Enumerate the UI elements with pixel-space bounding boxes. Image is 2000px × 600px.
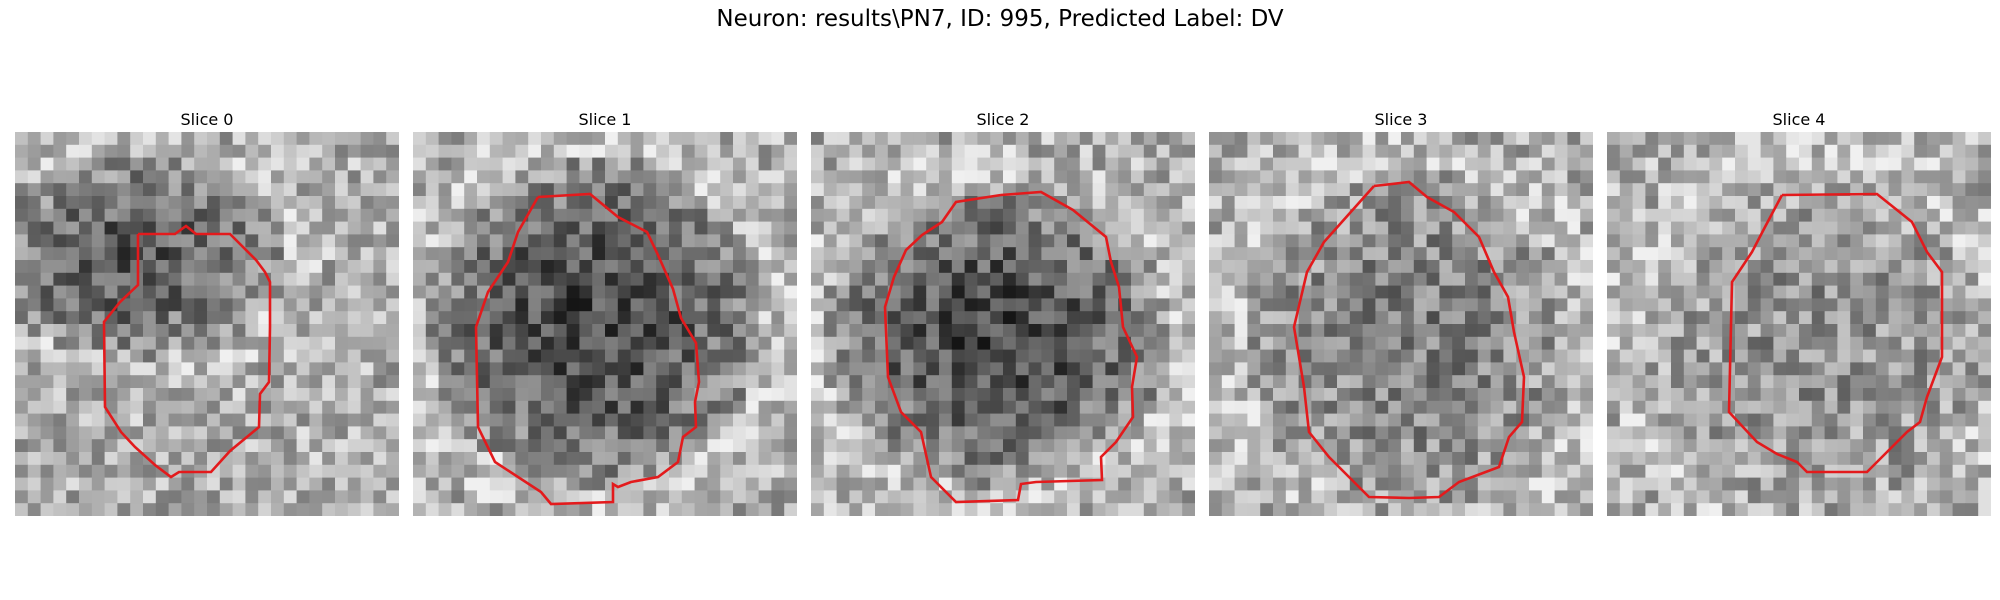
slice-title-4: Slice 4 [1772, 110, 1826, 129]
slice-image-4 [1607, 132, 1991, 516]
slice-title-1: Slice 1 [578, 110, 632, 129]
slice-image-1 [413, 132, 797, 516]
contour-3 [1292, 180, 1526, 500]
figure-title: Neuron: results\PN7, ID: 995, Predicted … [716, 6, 1284, 32]
slice-panel-3: Slice 3 [1209, 108, 1593, 516]
contour-0 [102, 224, 272, 479]
slice-image-0 [15, 132, 399, 516]
slice-image-3 [1209, 132, 1593, 516]
slice-pixel-texture [1209, 132, 1593, 516]
contour-2 [883, 190, 1139, 504]
slice-panel-1: Slice 1 [413, 108, 797, 516]
contour-1 [474, 192, 701, 506]
slice-pixel-texture [15, 132, 399, 516]
slice-panel-0: Slice 0 [15, 108, 399, 516]
slice-image-2 [811, 132, 1195, 516]
slice-title-2: Slice 2 [976, 110, 1030, 129]
contour-4 [1727, 192, 1944, 474]
slice-title-0: Slice 0 [180, 110, 234, 129]
slice-panel-4: Slice 4 [1607, 108, 1991, 516]
slice-title-3: Slice 3 [1374, 110, 1428, 129]
slice-pixel-texture [1607, 132, 1991, 516]
slice-panel-2: Slice 2 [811, 108, 1195, 516]
slice-pixel-texture [413, 132, 797, 516]
slice-pixel-texture [811, 132, 1195, 516]
